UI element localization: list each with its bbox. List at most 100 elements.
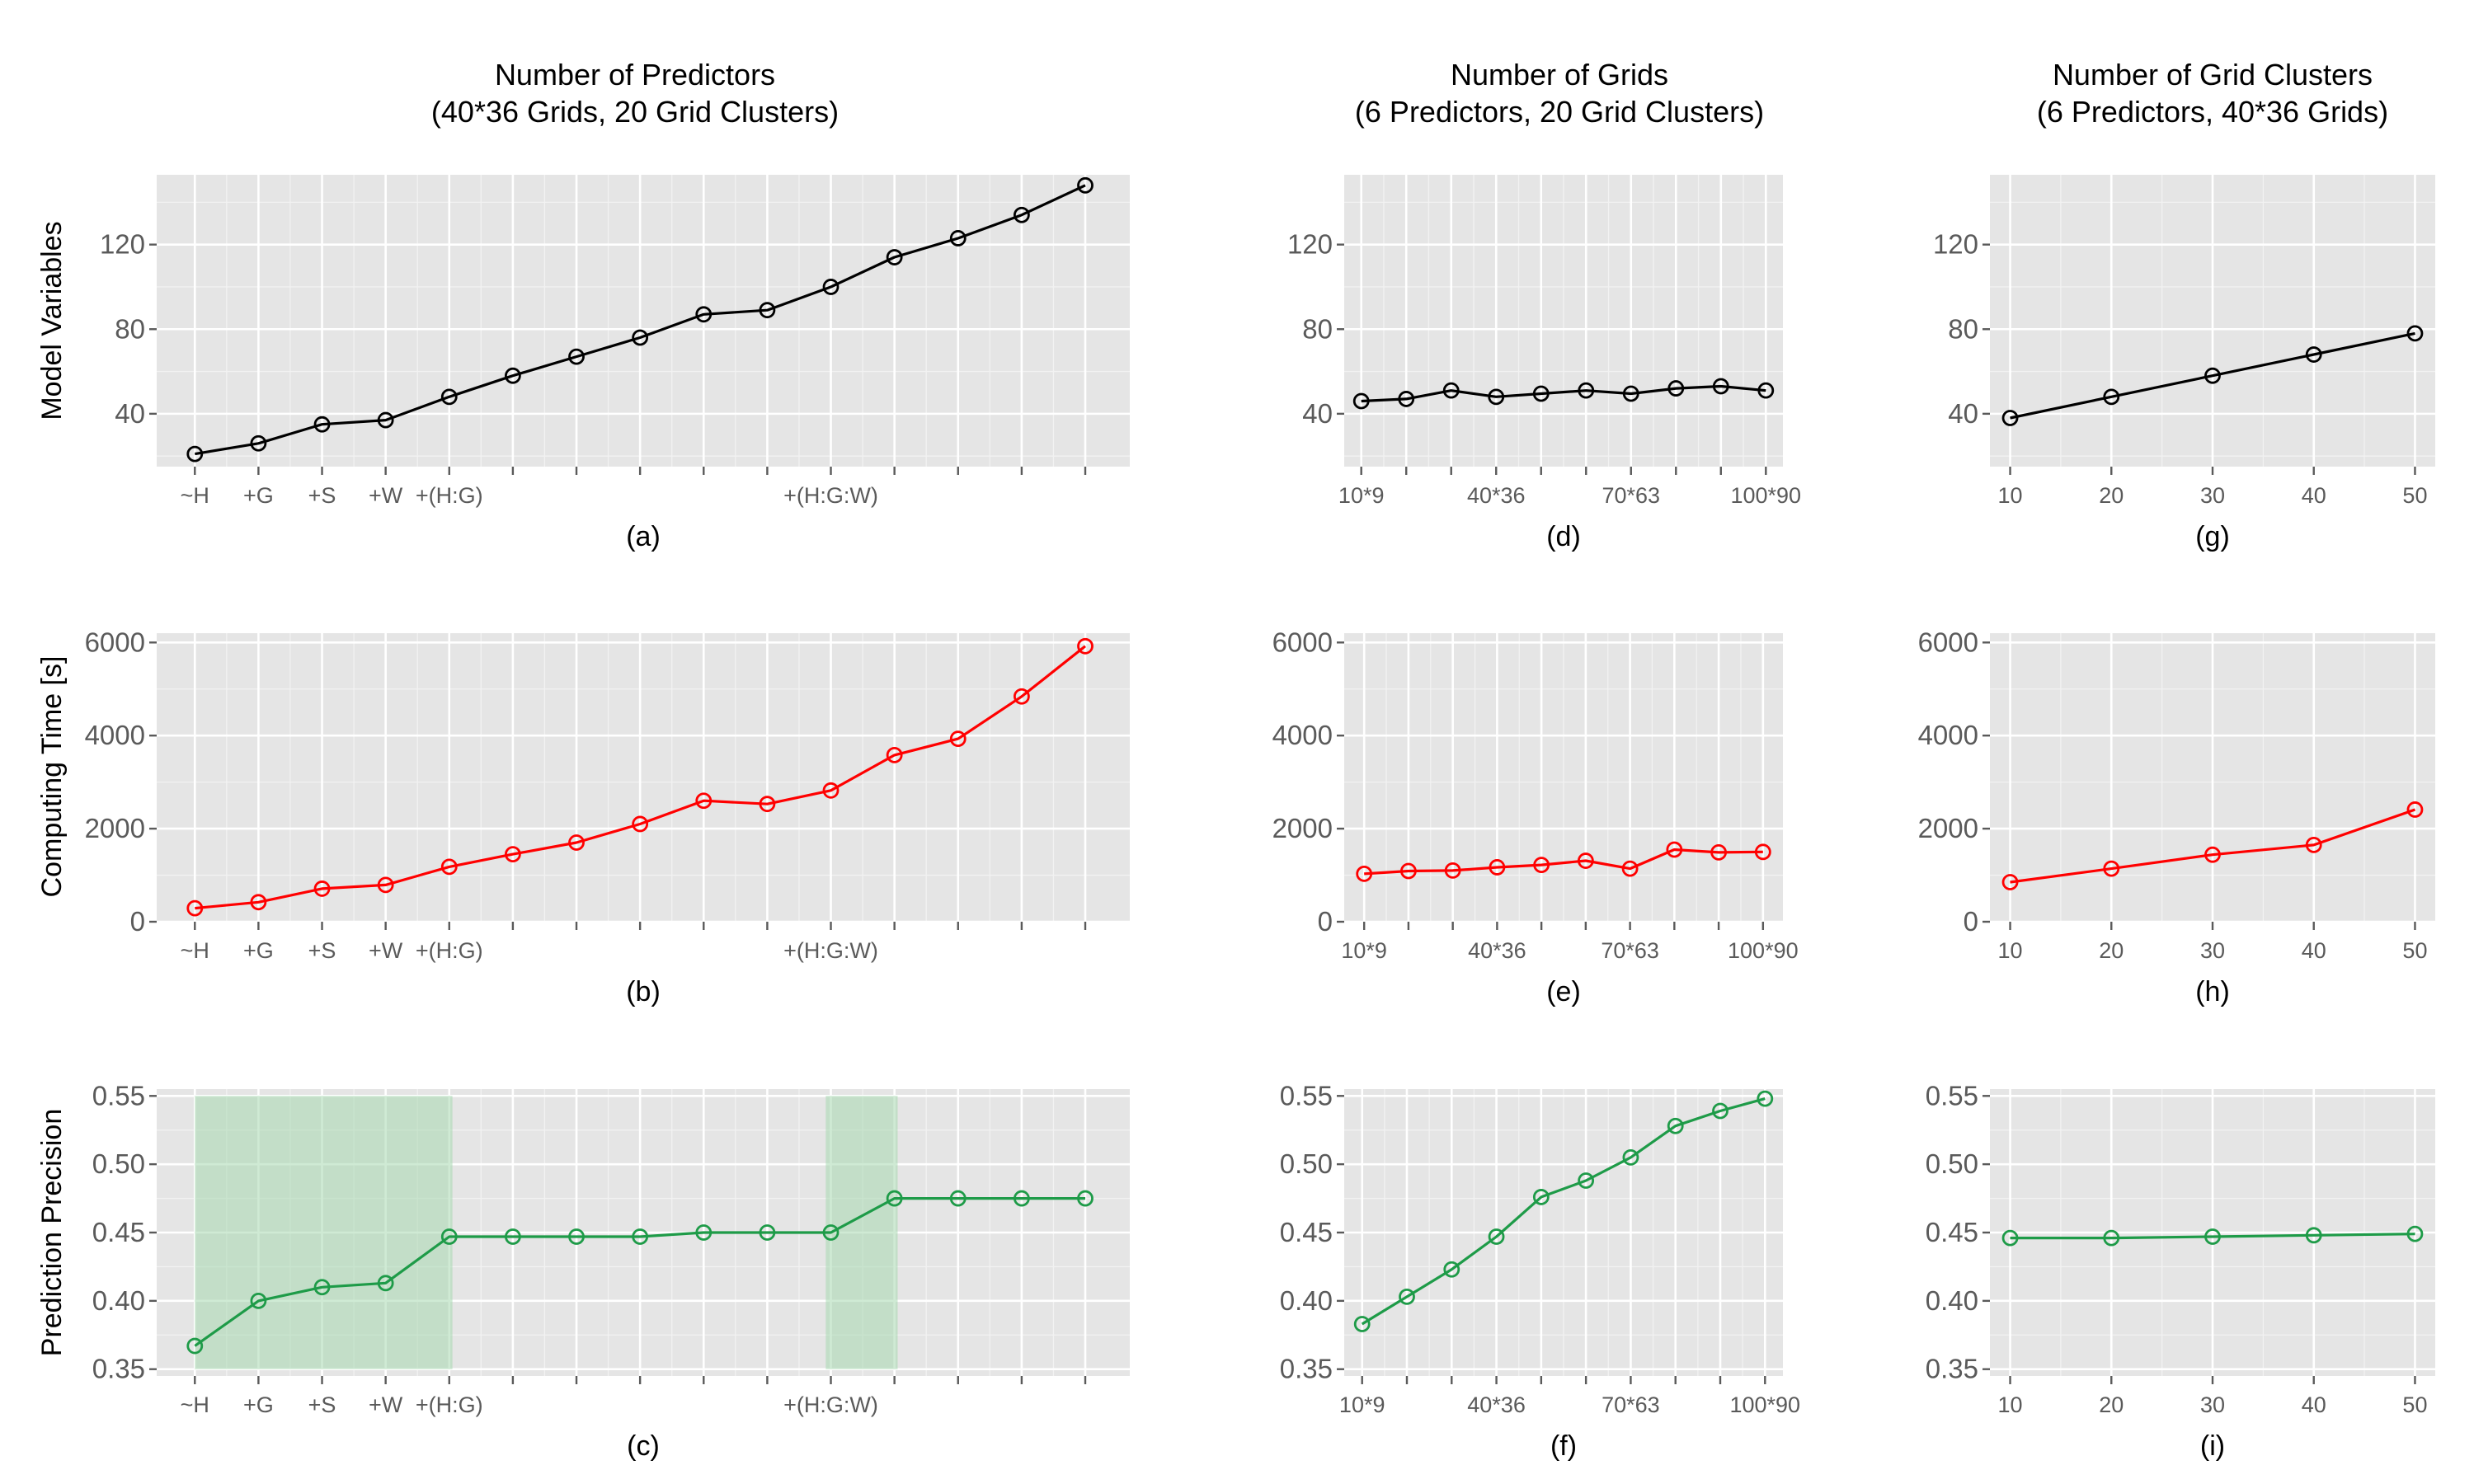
data-point — [1577, 852, 1594, 869]
data-point — [695, 792, 713, 810]
x-tick-label: 40 — [2302, 1392, 2326, 1417]
data-point — [250, 894, 267, 911]
x-tick-label: +W — [369, 483, 403, 508]
data-point — [1710, 843, 1727, 861]
data-point — [1489, 859, 1506, 876]
data-point — [1353, 1316, 1371, 1332]
data-point — [1667, 1117, 1684, 1134]
data-point — [759, 1224, 776, 1241]
y-tick-label: 0.50 — [1926, 1148, 1978, 1179]
panel-label-e: (e) — [1546, 976, 1581, 1007]
x-tick-label: 30 — [2200, 1392, 2225, 1417]
y-tick-label: 80 — [115, 313, 145, 344]
data-point — [313, 1279, 331, 1296]
x-tick-label: 40*36 — [1467, 1392, 1526, 1417]
data-point — [1077, 1190, 1094, 1207]
data-point — [1488, 1228, 1505, 1245]
data-point — [377, 876, 394, 894]
panel-a: 40 80 120 ~H +G +S +W +(H:G) +(H:G:W) (a) — [100, 175, 1130, 552]
series-line — [195, 645, 1086, 910]
data-point — [1398, 391, 1415, 407]
data-point — [1667, 380, 1685, 397]
data-point — [186, 445, 204, 463]
data-point — [1532, 385, 1550, 402]
ylabel-model-variables: Model Variables — [36, 221, 68, 420]
y-tick-label: 40 — [115, 398, 145, 429]
y-axis: 40 80 120 — [100, 229, 157, 429]
x-tick-label: +G — [243, 483, 274, 508]
data-point — [2406, 325, 2424, 342]
y-tick-label: 2000 — [1918, 813, 1978, 843]
data-point — [377, 411, 394, 429]
col-title-predictors-line1: Number of Predictors — [495, 58, 775, 92]
panel-label-d: (d) — [1546, 521, 1581, 552]
y-tick-label: 120 — [1933, 229, 1978, 260]
y-tick-label: 0 — [1964, 906, 1978, 937]
y-tick-label: 0.40 — [1926, 1285, 1978, 1316]
data-point — [2406, 801, 2424, 818]
data-point — [2001, 410, 2019, 426]
x-axis: 10*9 40*36 70*63 100*90 — [1341, 922, 1799, 963]
x-tick-label: +S — [308, 1392, 336, 1417]
y-tick-label: 4000 — [85, 720, 145, 750]
data-point — [632, 329, 649, 346]
series-line — [194, 1196, 1085, 1347]
x-tick-label: 10 — [1998, 938, 2023, 963]
panel-h: 0 2000 4000 6000 10 20 30 40 50 (h) — [1918, 627, 2435, 1007]
row-labels: Model Variables Computing Time [s] Predi… — [36, 221, 68, 1356]
y-tick-label: 0.45 — [1926, 1217, 1978, 1247]
data-point — [2305, 836, 2322, 853]
data-point — [1443, 1261, 1460, 1278]
major-grid — [157, 175, 1130, 467]
x-tick-label: 40 — [2302, 938, 2326, 963]
x-tick-label: 50 — [2402, 483, 2427, 508]
data-point — [440, 388, 458, 406]
data-point — [1712, 378, 1729, 395]
data-point — [822, 782, 840, 799]
y-axis: 0.35 0.40 0.45 0.50 0.55 — [1926, 1080, 1990, 1384]
x-tick-label: 10 — [1998, 1392, 2023, 1417]
major-grid — [1344, 1089, 1783, 1376]
x-tick-label: 30 — [2200, 483, 2225, 508]
x-axis: 10 20 30 40 50 — [1998, 922, 2427, 963]
series-line — [1364, 848, 1763, 876]
col-title-clusters-line1: Number of Grid Clusters — [2053, 58, 2373, 92]
data-point — [1400, 862, 1417, 880]
x-tick-label: 70*63 — [1602, 483, 1660, 508]
x-tick-label: ~H — [181, 938, 209, 963]
y-tick-label: 2000 — [85, 813, 145, 843]
series-line — [1361, 1097, 1766, 1326]
x-tick-label: 20 — [2099, 1392, 2124, 1417]
minor-grid — [1344, 175, 1783, 467]
data-point — [2103, 860, 2120, 877]
panel-e: 0 2000 4000 6000 10*9 40*36 70*63 100*90 (e) — [1272, 627, 1799, 1007]
data-point — [695, 306, 713, 323]
data-point — [2204, 1228, 2221, 1245]
x-tick-label: ~H — [181, 483, 209, 508]
data-point — [2103, 388, 2120, 406]
data-point — [440, 1228, 458, 1245]
minor-grid — [157, 175, 1130, 467]
series-line — [195, 184, 1086, 456]
data-point — [1622, 1148, 1639, 1166]
data-point — [949, 1190, 967, 1207]
data-point — [1622, 385, 1639, 402]
data-point — [2204, 846, 2221, 863]
data-point — [568, 834, 585, 851]
x-tick-label: 10*9 — [1339, 1392, 1385, 1417]
y-tick-label: 0 — [130, 906, 145, 937]
data-point — [886, 1190, 903, 1207]
y-tick-label: 6000 — [1272, 627, 1333, 657]
data-point — [1578, 382, 1595, 399]
y-axis: 40 80 120 — [1287, 229, 1344, 429]
col-title-grids-line2: (6 Predictors, 20 Grid Clusters) — [1355, 95, 1764, 129]
x-tick-label: 40*36 — [1468, 938, 1526, 963]
x-tick-label: 100*90 — [1730, 483, 1801, 508]
y-tick-label: 0.50 — [1280, 1148, 1333, 1179]
y-tick-label: 4000 — [1918, 720, 1978, 750]
data-point — [886, 249, 903, 265]
data-point — [949, 230, 967, 247]
highlight-region-2 — [825, 1096, 898, 1369]
y-tick-label: 40 — [1948, 398, 1978, 429]
y-tick-label: 0.55 — [1280, 1080, 1333, 1111]
